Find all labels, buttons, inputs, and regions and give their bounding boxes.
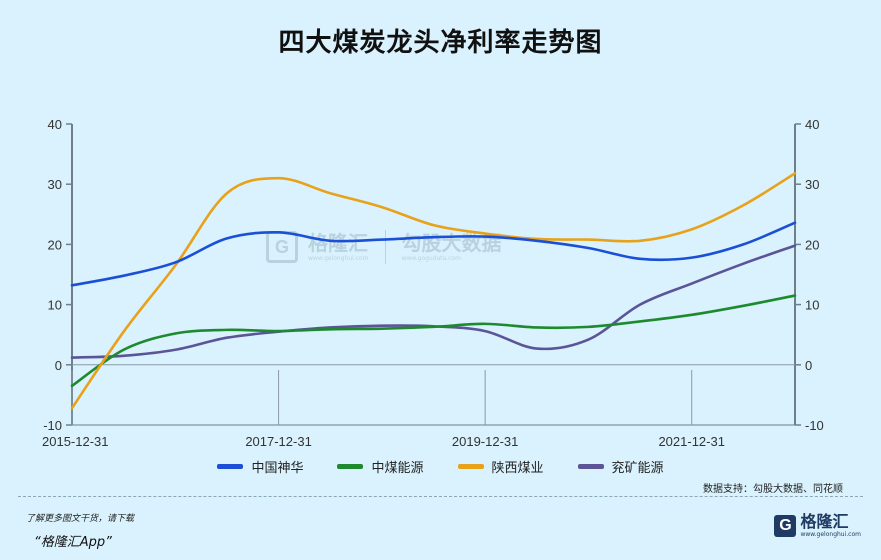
series-line-4: [70, 244, 797, 359]
x-tick-label: 2019-12-31: [452, 434, 519, 449]
legend-item-3: 陕西煤业: [457, 457, 544, 476]
gelonghui-logo: G 格隆汇 www.gelonghui.com: [774, 514, 861, 538]
y-tick-label-left: 20: [48, 237, 62, 252]
watermark-url-2: www.gogudata.com: [401, 254, 461, 262]
legend-swatch: [337, 464, 364, 469]
legend-label: 兖矿能源: [611, 461, 664, 476]
y-tick-label-right: 10: [805, 298, 819, 313]
x-tick-label: 2021-12-31: [658, 434, 725, 449]
y-tick-label-left: 10: [48, 298, 62, 313]
y-tick-label-left: 40: [48, 117, 62, 132]
legend-label: 陕西煤业: [491, 461, 544, 476]
legend-item-1: 中国神华: [217, 457, 303, 476]
series-line-3: [70, 172, 797, 410]
series-line-2: [70, 294, 797, 388]
x-tick-label: 2017-12-31: [245, 434, 312, 449]
y-tick-label-right: 0: [805, 358, 812, 373]
x-tick-label: 2015-12-31: [42, 434, 109, 449]
legend-item-2: 中煤能源: [337, 457, 424, 476]
legend-swatch: [577, 464, 604, 469]
y-tick-label-right: 40: [805, 117, 819, 132]
legend-item-4: 兖矿能源: [577, 457, 664, 476]
y-tick-label-right: 30: [805, 177, 819, 192]
footer-divider: [18, 496, 863, 497]
footer-app-name: “格隆汇App”: [34, 535, 112, 550]
y-tick-label-left: 30: [48, 177, 62, 192]
logo-mark-icon: G: [774, 515, 797, 537]
footer-download-text: 了解更多图文干货，请下载: [26, 514, 135, 524]
y-tick-label-left: -10: [43, 418, 62, 433]
y-tick-label-right: 20: [805, 237, 819, 252]
legend: 中国神华 中煤能源 陕西煤业 兖矿能源: [0, 457, 881, 476]
legend-label: 中煤能源: [371, 461, 424, 476]
legend-label: 中国神华: [251, 461, 304, 476]
watermark-separator: [384, 230, 386, 264]
watermark-name-1: 格隆汇: [308, 230, 368, 255]
y-tick-label-left: 0: [55, 358, 62, 373]
legend-swatch: [457, 464, 484, 469]
y-tick-label-right: -10: [805, 418, 824, 433]
logo-name: 格隆汇: [800, 512, 849, 531]
logo-url: www.gelonghui.com: [800, 531, 861, 538]
series-line-1: [70, 221, 797, 287]
legend-swatch: [217, 464, 244, 469]
watermark-url-1: www.gelonghui.com: [308, 254, 369, 262]
chart-canvas: -10 -10 0 0 10 10 20 20 30 30 40 40 2015-12-31 2017-1…: [42, 117, 824, 449]
chart-title: 四大煤炭龙头净利率走势图: [278, 28, 603, 58]
data-source: 数据支持：勾股大数据、同花顺: [703, 484, 843, 495]
